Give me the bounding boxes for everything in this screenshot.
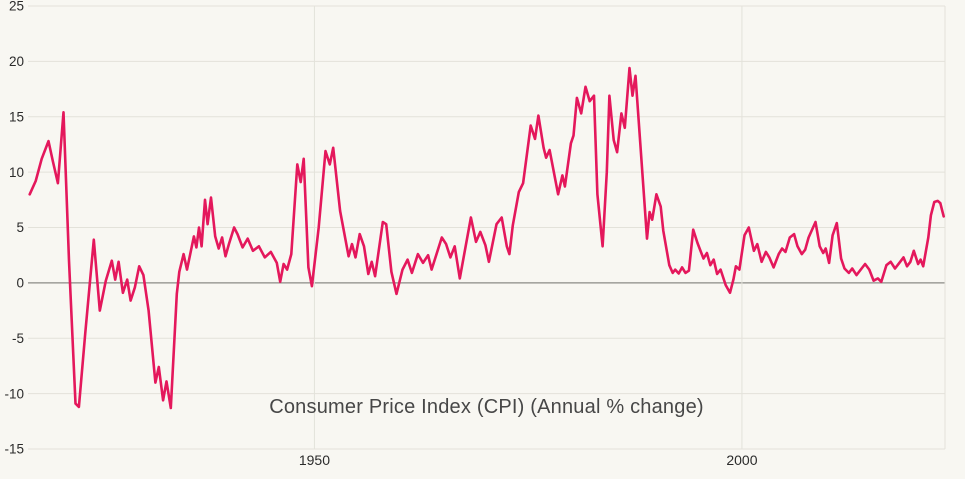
y-tick-label-0: 0 (16, 276, 24, 291)
horizontal-gridlines (28, 5, 945, 450)
cpi-series-line (28, 66, 946, 410)
y-tick-label--10: -10 (4, 386, 24, 401)
y-tick-label-10: 10 (9, 165, 24, 180)
x-tick-label-1950: 1950 (299, 452, 330, 468)
chart-title: Consumer Price Index (CPI) (Annual % cha… (269, 396, 704, 418)
y-tick-label-5: 5 (16, 220, 24, 235)
y-tick-label-20: 20 (9, 54, 24, 69)
x-axis-tick-labels: 1950 2000 (299, 452, 758, 468)
y-tick-label--15: -15 (4, 442, 24, 457)
y-axis-tick-labels: 25 20 15 10 5 0 -5 -10 -15 (4, 0, 24, 457)
y-tick-label--5: -5 (12, 331, 24, 346)
y-tick-label-15: 15 (9, 109, 24, 124)
vertical-gridlines (313, 6, 946, 449)
x-tick-label-2000: 2000 (726, 452, 757, 468)
y-tick-label-25: 25 (9, 0, 24, 14)
